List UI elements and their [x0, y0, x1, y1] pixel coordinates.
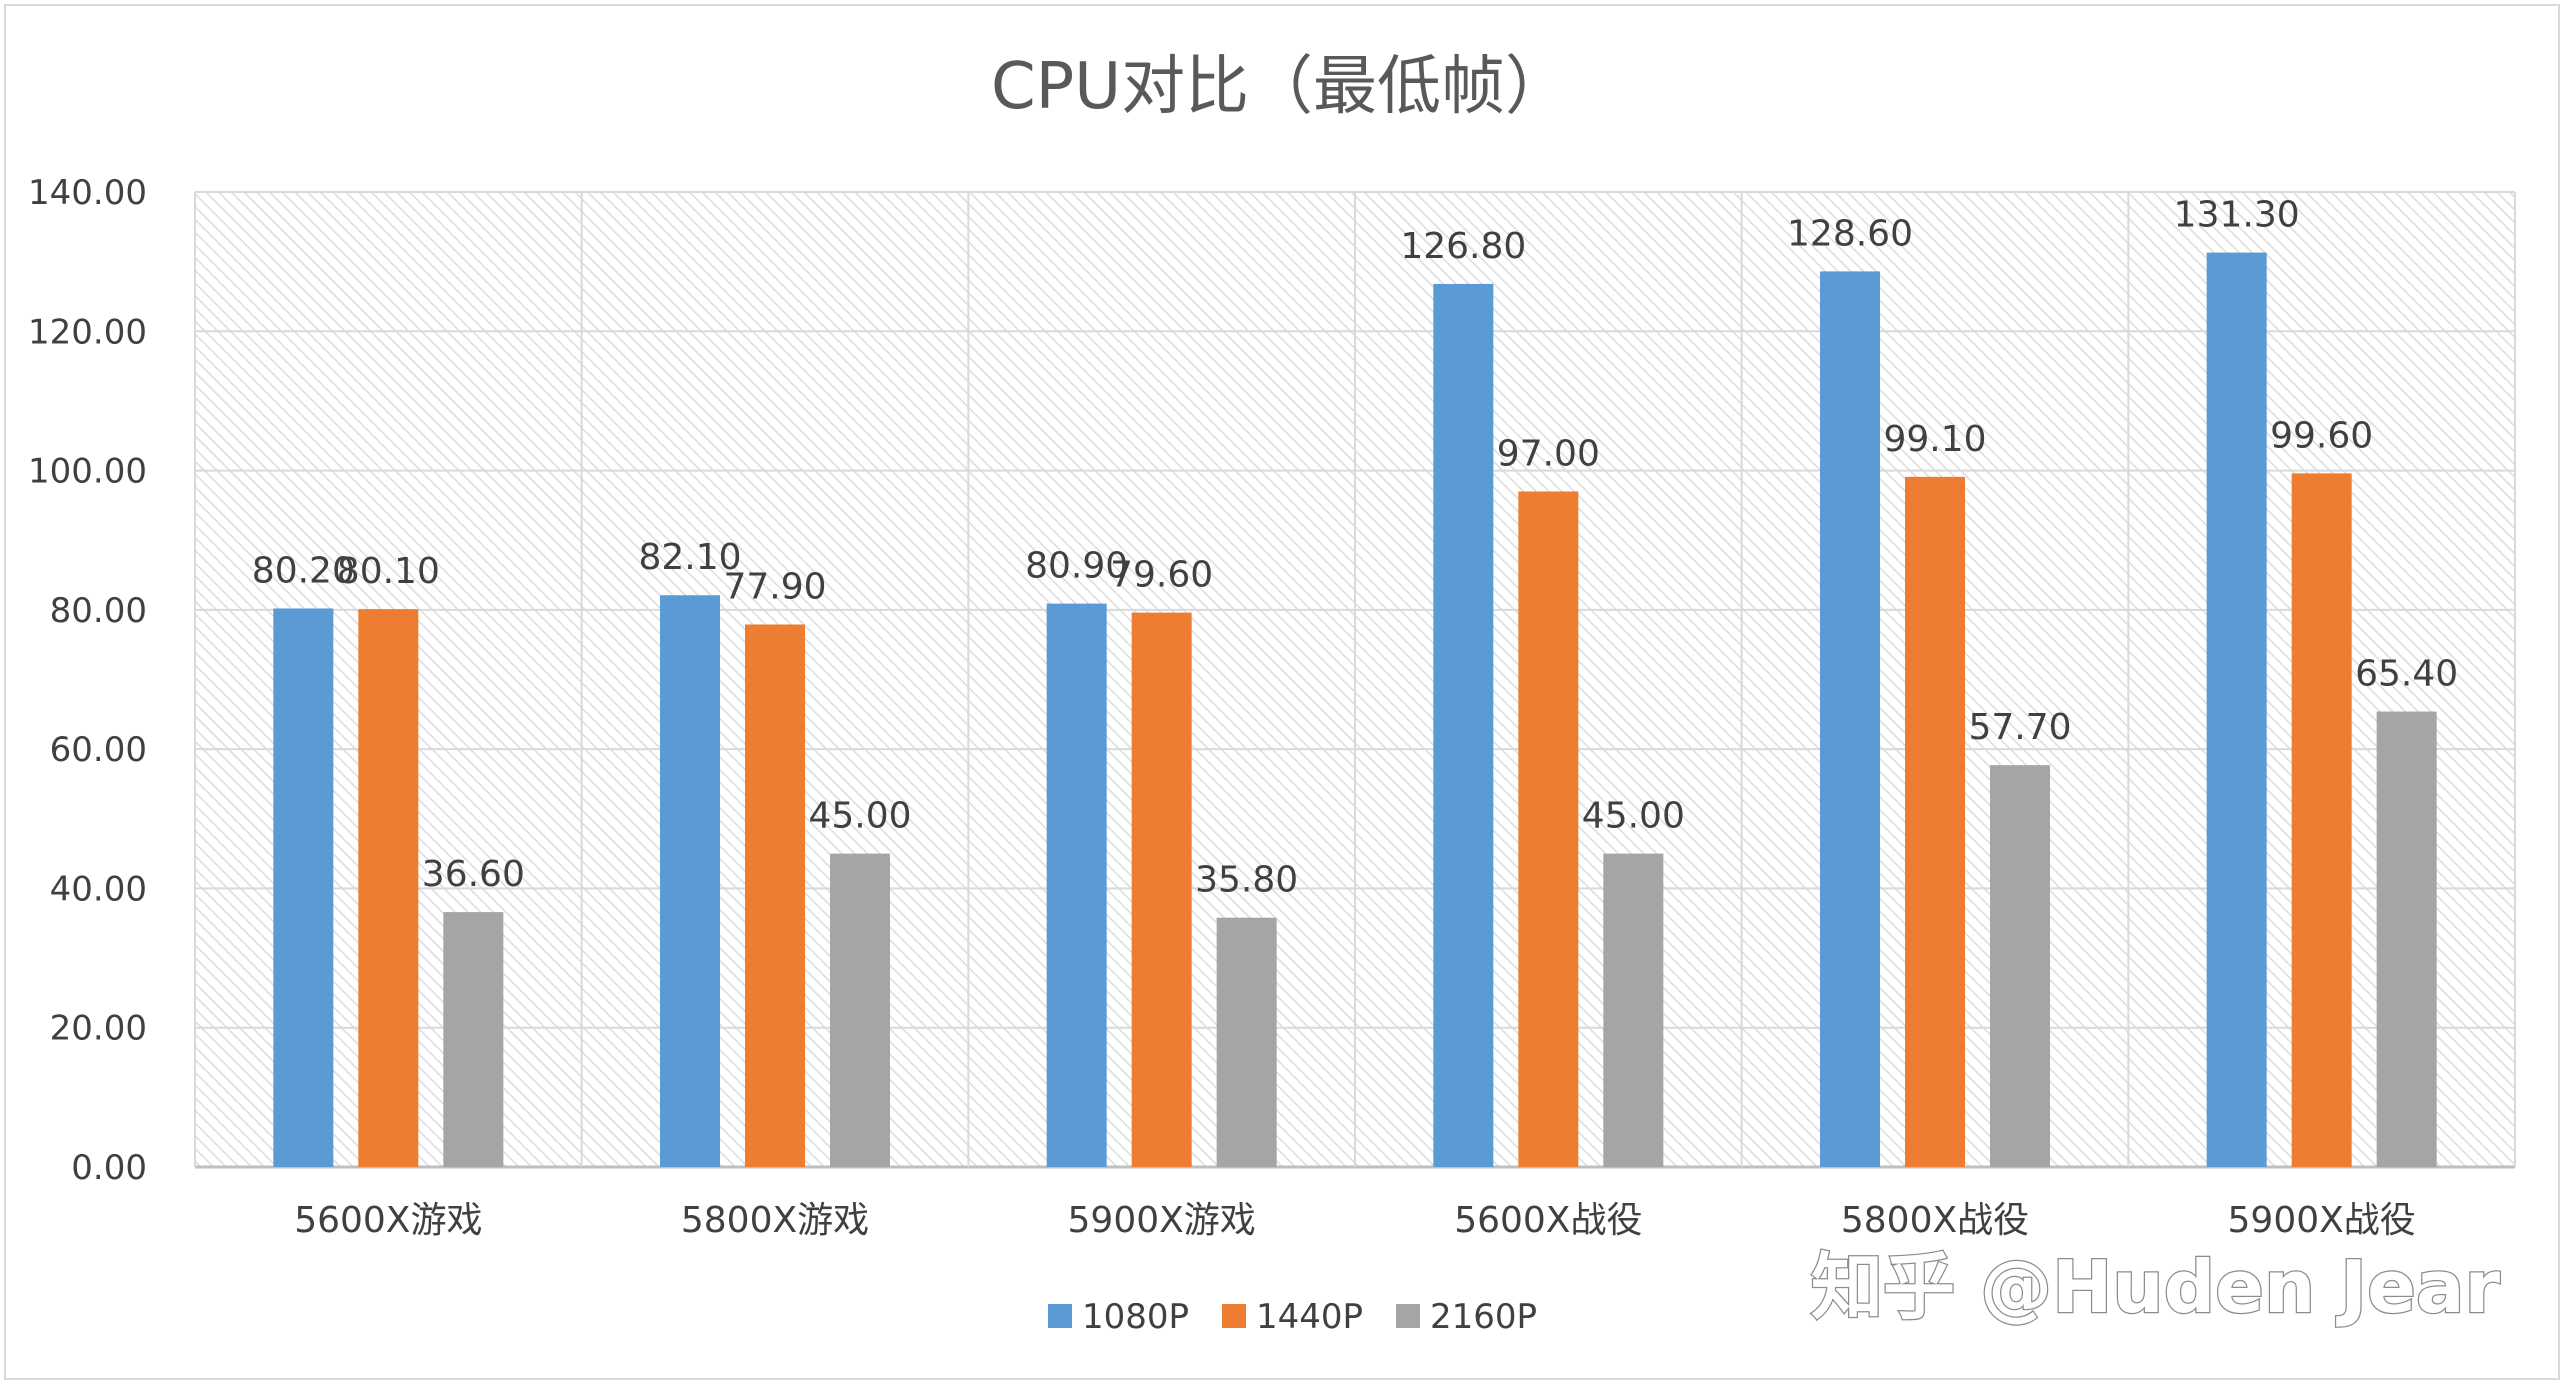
bar-1440P-5600X战役: [1518, 491, 1579, 1167]
legend-label-2160P: 2160P: [1430, 1297, 1537, 1337]
chart-title: CPU对比（最低帧）: [991, 50, 1569, 124]
data-label: 82.10: [638, 537, 741, 578]
y-tick-label: 100.00: [28, 452, 147, 492]
data-label: 57.70: [1968, 707, 2071, 748]
x-category-label: 5800X战役: [1841, 1200, 2029, 1241]
watermark: 知乎 @Huden Jear: [1811, 1245, 2500, 1329]
bar-2160P-5800X战役: [1990, 765, 2050, 1167]
bar-1440P-5900X战役: [2291, 473, 2352, 1167]
bar-2160P-5600X游戏: [443, 912, 504, 1167]
legend-label-1440P: 1440P: [1256, 1297, 1363, 1337]
y-axis-ticks: 0.00 20.00 40.00 60.00 80.00 100.00 120.00 140.…: [28, 173, 147, 1188]
bar-1440P-5800X战役: [1905, 476, 1965, 1167]
bar-1080P-5600X游戏: [273, 608, 334, 1167]
data-label: 99.10: [1883, 419, 1986, 460]
bar-2160P-5900X游戏: [1216, 917, 1277, 1167]
bar-2160P-5900X战役: [2376, 711, 2437, 1167]
y-tick-label: 80.00: [50, 591, 147, 631]
data-label: 79.60: [1110, 555, 1213, 596]
data-label: 80.90: [1025, 546, 1128, 587]
data-label: 45.00: [808, 796, 911, 837]
x-axis-labels: 5600X游戏 5800X游戏 5900X游戏 5600X战役 5800X战役 5900X…: [294, 1200, 2416, 1241]
x-category-label: 5600X战役: [1454, 1200, 1642, 1241]
y-tick-label: 0.00: [71, 1148, 147, 1188]
x-category-label: 5900X游戏: [1068, 1200, 1256, 1241]
bar-1440P-5800X游戏: [745, 624, 805, 1167]
data-label: 99.60: [2270, 415, 2373, 456]
data-label: 36.60: [422, 854, 525, 895]
legend-swatch-2160P: [1396, 1304, 1420, 1328]
data-labels: 80.20 82.10 80.90 126.80 128.60 131.30 80.10 77…: [252, 195, 2458, 901]
bar-1080P-5900X战役: [2206, 252, 2267, 1167]
grid-lines: [194, 191, 2516, 1169]
legend-swatch-1080P: [1048, 1304, 1072, 1328]
data-label: 77.90: [723, 566, 826, 607]
data-label: 126.80: [1400, 226, 1526, 267]
bar-1440P-5900X游戏: [1131, 612, 1192, 1167]
data-label: 35.80: [1195, 860, 1298, 901]
y-tick-label: 140.00: [28, 173, 147, 213]
bar-1080P-5800X游戏: [660, 595, 720, 1167]
legend-label-1080P: 1080P: [1082, 1297, 1189, 1337]
data-label: 80.20: [252, 550, 355, 591]
bar-2160P-5800X游戏: [830, 853, 890, 1167]
y-tick-label: 120.00: [28, 312, 147, 352]
bar-1440P-5600X游戏: [358, 609, 419, 1167]
y-tick-label: 60.00: [50, 730, 147, 770]
x-category-label: 5900X战役: [2228, 1200, 2416, 1241]
bar-1080P-5900X游戏: [1046, 603, 1107, 1167]
legend: 1080P 1440P 2160P: [1048, 1297, 1537, 1337]
bar-2160P-5600X战役: [1603, 853, 1664, 1167]
y-tick-label: 40.00: [50, 869, 147, 909]
data-label: 45.00: [1582, 796, 1685, 837]
data-label: 128.60: [1787, 213, 1913, 254]
bar-1080P-5800X战役: [1820, 271, 1880, 1168]
x-category-label: 5600X游戏: [294, 1200, 482, 1241]
bars: [273, 252, 2437, 1168]
y-tick-label: 20.00: [50, 1009, 147, 1049]
legend-swatch-1440P: [1222, 1304, 1246, 1328]
data-label: 65.40: [2355, 654, 2458, 695]
data-label: 131.30: [2174, 195, 2300, 236]
x-category-label: 5800X游戏: [681, 1200, 869, 1241]
bar-1080P-5600X战役: [1433, 283, 1494, 1167]
data-label: 80.10: [337, 551, 440, 592]
data-label: 97.00: [1497, 433, 1600, 474]
